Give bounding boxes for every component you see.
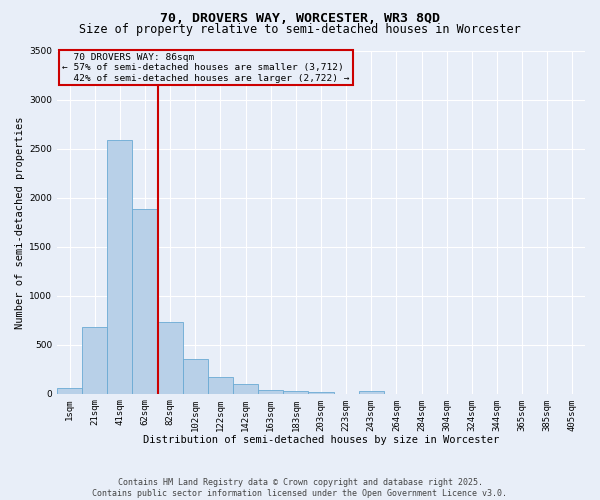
Bar bbox=[283, 392, 308, 394]
Bar bbox=[158, 322, 183, 394]
Bar bbox=[233, 384, 258, 394]
Text: Size of property relative to semi-detached houses in Worcester: Size of property relative to semi-detach… bbox=[79, 22, 521, 36]
Y-axis label: Number of semi-detached properties: Number of semi-detached properties bbox=[15, 116, 25, 328]
Text: 70, DROVERS WAY, WORCESTER, WR3 8QD: 70, DROVERS WAY, WORCESTER, WR3 8QD bbox=[160, 12, 440, 26]
Bar bbox=[359, 392, 384, 394]
Text: Contains HM Land Registry data © Crown copyright and database right 2025.
Contai: Contains HM Land Registry data © Crown c… bbox=[92, 478, 508, 498]
Bar bbox=[183, 360, 208, 394]
Bar bbox=[57, 388, 82, 394]
Bar bbox=[258, 390, 283, 394]
Bar bbox=[133, 208, 158, 394]
Bar bbox=[308, 392, 334, 394]
Bar bbox=[82, 327, 107, 394]
X-axis label: Distribution of semi-detached houses by size in Worcester: Distribution of semi-detached houses by … bbox=[143, 435, 499, 445]
Bar bbox=[208, 376, 233, 394]
Bar bbox=[107, 140, 133, 394]
Text: 70 DROVERS WAY: 86sqm
← 57% of semi-detached houses are smaller (3,712)
  42% of: 70 DROVERS WAY: 86sqm ← 57% of semi-deta… bbox=[62, 52, 350, 82]
